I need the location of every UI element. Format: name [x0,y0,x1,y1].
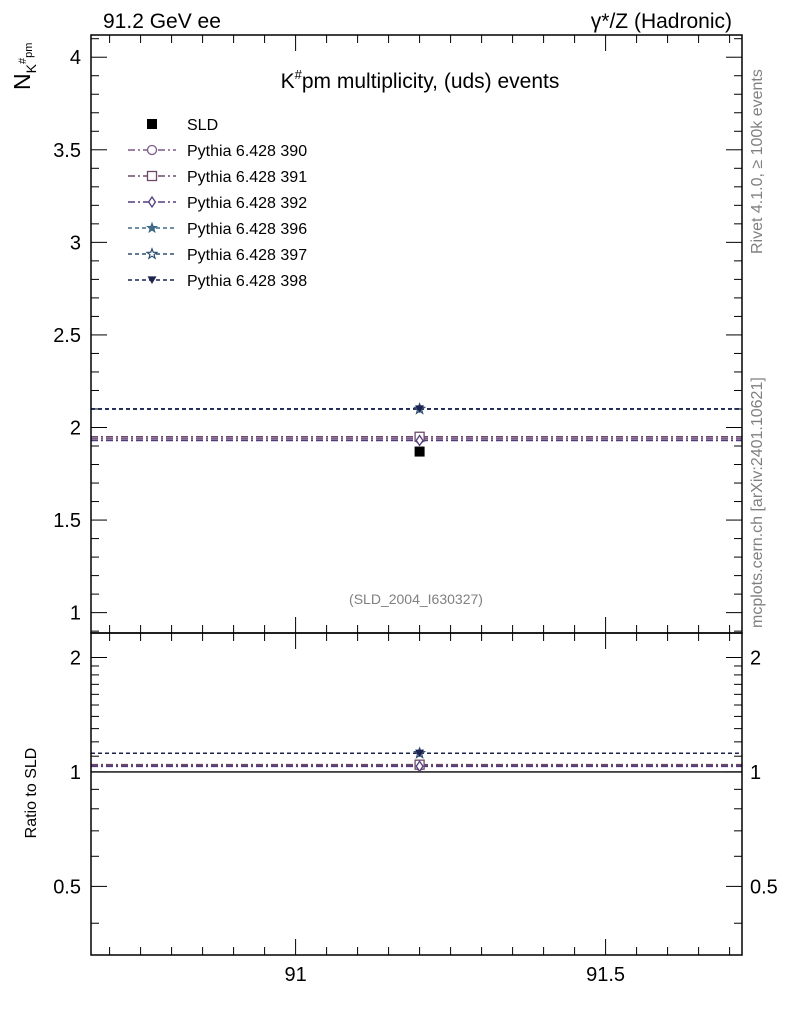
main-ytick-label: 2.5 [53,325,81,347]
ratio-ytick-label-right: 1 [750,762,761,784]
main-series-markers [413,402,427,457]
ratio-ytick-label-right: 2 [750,648,761,670]
main-marker-sld [414,446,425,457]
legend-label-sld: SLD [187,117,218,134]
legend-label-p396: Pythia 6.428 396 [187,221,307,238]
main-ticks [91,35,742,633]
main-panel: 1 1.5 2 2.5 3 3.5 4 K#pm multiplicity, (uds) e… [53,34,743,634]
legend-marker-p391 [146,170,158,182]
main-title: K#pm multiplicity, (uds) events [281,67,560,93]
main-ytick-labels: 1 1.5 2 2.5 3 3.5 4 [53,47,81,624]
legend-marker-p396 [145,221,159,234]
main-ytick-label: 2 [70,417,81,439]
x-tick-labels: 91 91.5 [284,964,625,986]
legend-marker-p392 [147,195,157,209]
legend-label-p397: Pythia 6.428 397 [187,247,307,264]
ratio-marker-p392 [415,760,424,773]
x-tick-label: 91 [284,964,306,986]
ratio-marker-p398 [415,749,425,758]
main-marker-p392 [415,434,424,447]
ratio-ytick-label: 0.5 [53,876,81,898]
main-ylabel: NK#pm [9,43,39,90]
ratio-ylabel: Ratio to SLD [23,748,40,839]
rivet-label: Rivet 4.1.0, ≥ 100k events [749,69,766,254]
main-ytick-label: 1 [70,603,81,625]
header-left: 91.2 GeV ee [103,10,221,33]
ratio-ytick-label: 1 [70,762,81,784]
x-tick-label: 91.5 [586,964,625,986]
legend-marker-p397 [145,247,159,260]
ratio-ytick-label-right: 0.5 [750,876,778,898]
mcplots-label: mcplots.cern.ch [arXiv:2401.10621] [749,377,766,628]
ratio-ytick-label: 2 [70,648,81,670]
legend-label-p391: Pythia 6.428 391 [187,169,307,186]
legend-marker-sld [147,119,157,129]
main-marker-p398 [415,405,425,414]
ratio-ytick-labels: 0.5 0.5 1 1 2 2 [53,648,778,899]
ratio-series-markers [413,746,427,773]
legend: SLD Pythia 6.428 390 Pythia 6.428 391 Pythi… [128,117,307,290]
main-ytick-label: 3 [70,232,81,254]
legend-label-p398: Pythia 6.428 398 [187,273,307,290]
ratio-panel: 0.5 0.5 1 1 2 2 91 91.5 [53,632,778,986]
main-ytick-label: 3.5 [53,140,81,162]
ratio-ticks [91,633,742,955]
header-right: γ*/Z (Hadronic) [591,10,732,33]
legend-label-p392: Pythia 6.428 392 [187,195,307,212]
legend-marker-p398 [147,276,157,285]
main-ytick-label: 1.5 [53,510,81,532]
reference-label: (SLD_2004_I630327) [349,591,483,607]
legend-marker-p390 [146,144,158,156]
main-ytick-label: 4 [70,47,81,69]
ratio-frame [90,632,743,956]
legend-label-p390: Pythia 6.428 390 [187,143,307,160]
